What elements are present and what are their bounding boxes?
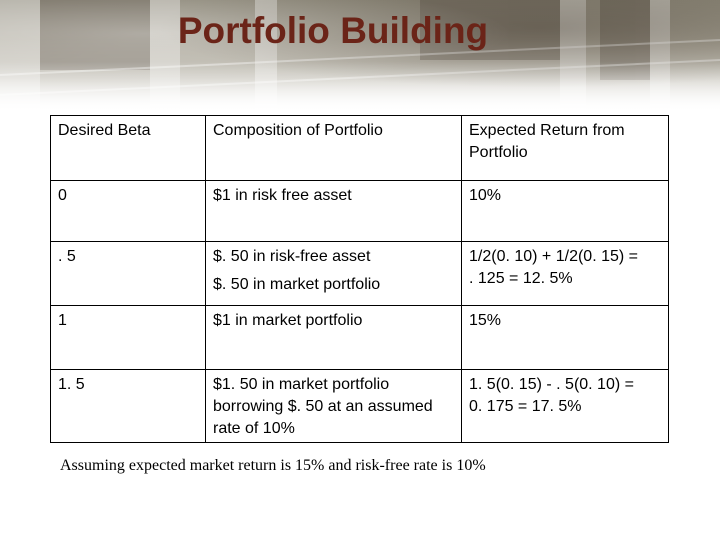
- composition-line: rate of 10%: [213, 420, 295, 437]
- return-line: 1/2(0. 10) + 1/2(0. 15) =: [469, 248, 638, 265]
- cell-beta: . 5: [50, 241, 206, 306]
- table-row: 1 $1 in market portfolio 15%: [50, 305, 669, 370]
- cell-beta: 0: [50, 180, 206, 242]
- cell-composition: $1 in market portfolio: [205, 305, 462, 370]
- return-line: 10%: [469, 187, 502, 204]
- header-composition: Composition of Portfolio: [205, 115, 462, 181]
- return-line: 15%: [469, 312, 502, 329]
- composition-line: $1 in market portfolio: [213, 312, 363, 329]
- header-desired-beta: Desired Beta: [50, 115, 206, 181]
- composition-line: $1. 50 in market portfolio: [213, 376, 390, 393]
- cell-composition: $1 in risk free asset: [205, 180, 462, 242]
- banner-image: [0, 0, 720, 112]
- cell-expected-return: 15%: [461, 305, 669, 370]
- return-line: . 125 = 12. 5%: [469, 270, 573, 287]
- composition-line: $. 50 in risk-free asset: [213, 248, 371, 265]
- header-expected-return: Expected Return from Portfolio: [461, 115, 669, 181]
- cell-expected-return: 1/2(0. 10) + 1/2(0. 15) = . 125 = 12. 5%: [461, 241, 669, 306]
- table-header-row: Desired Beta Composition of Portfolio Ex…: [50, 115, 669, 181]
- portfolio-table: Desired Beta Composition of Portfolio Ex…: [50, 115, 669, 443]
- return-line: 0. 175 = 17. 5%: [469, 398, 582, 415]
- cell-beta: 1. 5: [50, 369, 206, 443]
- cell-expected-return: 1. 5(0. 15) - . 5(0. 10) = 0. 175 = 17. …: [461, 369, 669, 443]
- cell-expected-return: 10%: [461, 180, 669, 242]
- cell-beta: 1: [50, 305, 206, 370]
- composition-line: borrowing $. 50 at an assumed: [213, 398, 433, 415]
- footnote: Assuming expected market return is 15% a…: [60, 457, 486, 474]
- return-line: 1. 5(0. 15) - . 5(0. 10) =: [469, 376, 634, 393]
- table-row: 0 $1 in risk free asset 10%: [50, 180, 669, 242]
- slide-title: Portfolio Building: [177, 10, 489, 51]
- table-row: . 5 $. 50 in risk-free asset $. 50 in ma…: [50, 241, 669, 306]
- composition-line: $. 50 in market portfolio: [213, 276, 381, 293]
- cell-composition: $. 50 in risk-free asset $. 50 in market…: [205, 241, 462, 306]
- table-row: 1. 5 $1. 50 in market portfolio borrowin…: [50, 369, 669, 443]
- cell-composition: $1. 50 in market portfolio borrowing $. …: [205, 369, 462, 443]
- composition-line: $1 in risk free asset: [213, 187, 352, 204]
